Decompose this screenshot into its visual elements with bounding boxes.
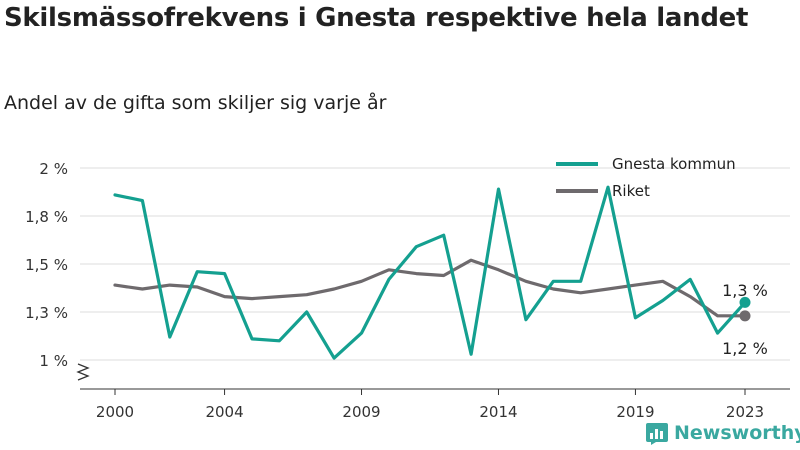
- series-lines: [113, 185, 747, 360]
- y-tick-label: 1,8 %: [25, 208, 68, 226]
- end-point-gnesta: [739, 296, 751, 308]
- legend: Gnesta kommun Riket: [556, 155, 736, 200]
- newsworthy-logo: Newsworthy: [645, 420, 800, 446]
- axis-break-icon: [76, 363, 90, 381]
- end-label-gnesta: 1,3 %: [722, 281, 768, 300]
- bar-chart-icon: [646, 423, 668, 445]
- legend-label: Riket: [612, 182, 650, 200]
- x-tick-label: 2009: [342, 403, 380, 421]
- legend-label: Gnesta kommun: [612, 155, 736, 173]
- end-labels: 1,3 % 1,2 %: [722, 281, 768, 358]
- x-tick-label: 2019: [616, 403, 654, 421]
- y-axis-labels: 1 % 1,3 % 1,5 % 1,8 % 2 %: [25, 160, 68, 370]
- gridlines: [80, 167, 790, 361]
- end-point-riket: [739, 310, 751, 322]
- y-tick-label: 1,5 %: [25, 256, 68, 274]
- y-tick-label: 1,3 %: [25, 304, 68, 322]
- brand-name: Newsworthy: [674, 422, 800, 444]
- x-axis: 2000 2004 2009 2014 2019 2023: [76, 363, 790, 421]
- series-line-gnesta: [113, 185, 747, 360]
- chart-title: Skilsmässofrekvens i Gnesta respektive h…: [4, 3, 749, 33]
- x-tick-label: 2000: [96, 403, 134, 421]
- y-tick-label: 2 %: [39, 160, 68, 178]
- chart-subtitle: Andel av de gifta som skiljer sig varje …: [4, 92, 387, 114]
- end-markers: [739, 296, 751, 322]
- x-tick-label: 2004: [205, 403, 243, 421]
- series-line-riket: [113, 258, 747, 318]
- x-tick-label: 2023: [726, 403, 764, 421]
- end-label-riket: 1,2 %: [722, 339, 768, 358]
- x-tick-label: 2014: [479, 403, 517, 421]
- y-tick-label: 1 %: [39, 352, 68, 370]
